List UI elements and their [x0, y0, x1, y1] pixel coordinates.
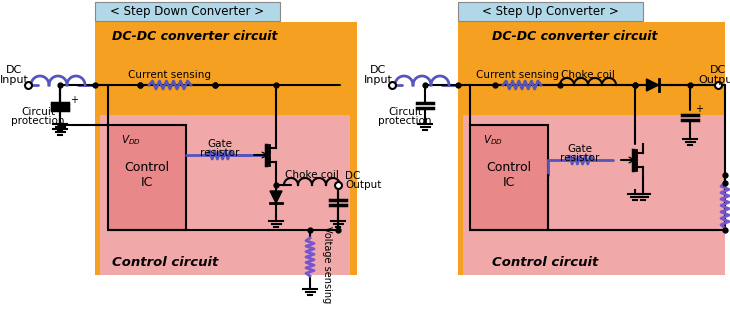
Text: Control
IC: Control IC [486, 161, 531, 189]
Text: Output: Output [699, 75, 730, 85]
Text: DC-DC converter circuit: DC-DC converter circuit [112, 29, 277, 42]
Text: Current sensing: Current sensing [128, 70, 212, 80]
Polygon shape [647, 79, 658, 91]
Text: Gate: Gate [567, 144, 593, 154]
Text: resistor: resistor [200, 148, 239, 158]
Text: protection: protection [378, 116, 431, 126]
Text: Circuit: Circuit [388, 107, 422, 117]
Text: Control
IC: Control IC [124, 161, 169, 189]
Text: $V_{DD}$: $V_{DD}$ [483, 133, 503, 147]
Text: < Step Up Converter >: < Step Up Converter > [482, 5, 618, 19]
Text: $V_{DD}$: $V_{DD}$ [121, 133, 141, 147]
Bar [470, 125, 548, 230]
Text: Input: Input [0, 75, 28, 85]
Bar [95, 2, 280, 21]
Text: DC: DC [370, 65, 386, 75]
Bar [463, 115, 725, 275]
Text: Control circuit: Control circuit [492, 256, 598, 269]
Text: Output: Output [345, 180, 381, 190]
Text: DC: DC [6, 65, 22, 75]
Bar [100, 115, 350, 275]
Text: +: + [70, 95, 78, 105]
Text: protection: protection [11, 116, 65, 126]
Text: +: + [695, 104, 703, 114]
Text: DC-DC converter circuit: DC-DC converter circuit [492, 29, 658, 42]
Text: DC: DC [710, 65, 726, 75]
Text: Gate: Gate [207, 139, 232, 149]
Text: Control circuit: Control circuit [112, 256, 218, 269]
Polygon shape [270, 191, 282, 203]
Bar [458, 2, 643, 21]
Text: Choke coil: Choke coil [285, 170, 339, 180]
Text: Voltage sensing: Voltage sensing [322, 226, 332, 304]
Text: Choke coil: Choke coil [561, 70, 615, 80]
Text: Input: Input [364, 75, 393, 85]
Bar [108, 125, 186, 230]
Text: resistor: resistor [561, 153, 599, 163]
Bar [458, 22, 725, 275]
Text: < Step Down Converter >: < Step Down Converter > [110, 5, 264, 19]
Text: Circuit: Circuit [21, 107, 55, 117]
Text: DC: DC [345, 171, 361, 181]
Text: Current sensing: Current sensing [477, 70, 559, 80]
Bar [95, 22, 357, 275]
